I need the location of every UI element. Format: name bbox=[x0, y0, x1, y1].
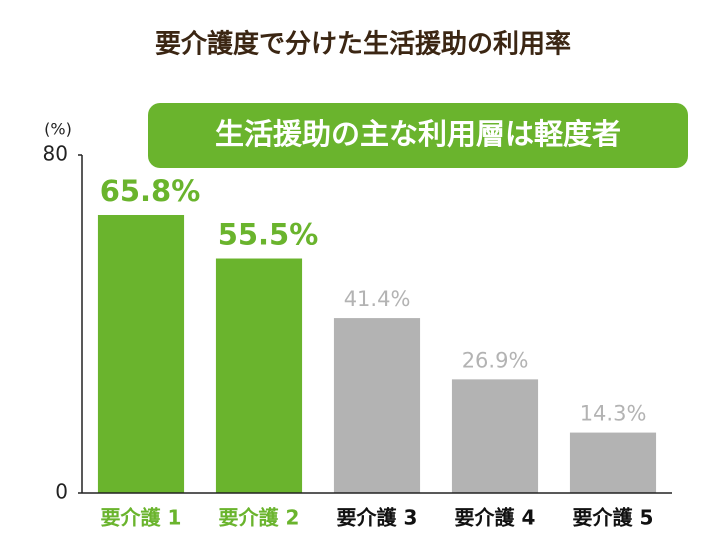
x-tick-label: 要介護 3 bbox=[337, 506, 418, 530]
value-label: 41.4% bbox=[344, 287, 411, 311]
value-label: 55.5% bbox=[218, 218, 319, 252]
bar bbox=[97, 214, 185, 493]
chart-title: 要介護度で分けた生活援助の利用率 bbox=[155, 29, 571, 60]
value-label: 65.8% bbox=[100, 174, 201, 208]
bar bbox=[569, 432, 657, 493]
bar bbox=[333, 318, 421, 493]
x-tick-label: 要介護 5 bbox=[573, 506, 654, 530]
y-tick-label: 0 bbox=[55, 480, 68, 504]
y-axis-label: (%) bbox=[44, 120, 72, 139]
value-label: 26.9% bbox=[462, 348, 529, 372]
x-tick-label: 要介護 4 bbox=[455, 506, 536, 530]
value-label: 14.3% bbox=[580, 402, 647, 426]
annotation-box bbox=[148, 103, 688, 168]
bar bbox=[451, 379, 539, 493]
annotation: 生活援助の主な利用層は軽度者 bbox=[215, 117, 621, 151]
bar bbox=[215, 258, 303, 493]
x-tick-label: 要介護 2 bbox=[219, 506, 300, 530]
x-tick-label: 要介護 1 bbox=[101, 506, 182, 530]
y-tick-label: 80 bbox=[43, 142, 68, 166]
